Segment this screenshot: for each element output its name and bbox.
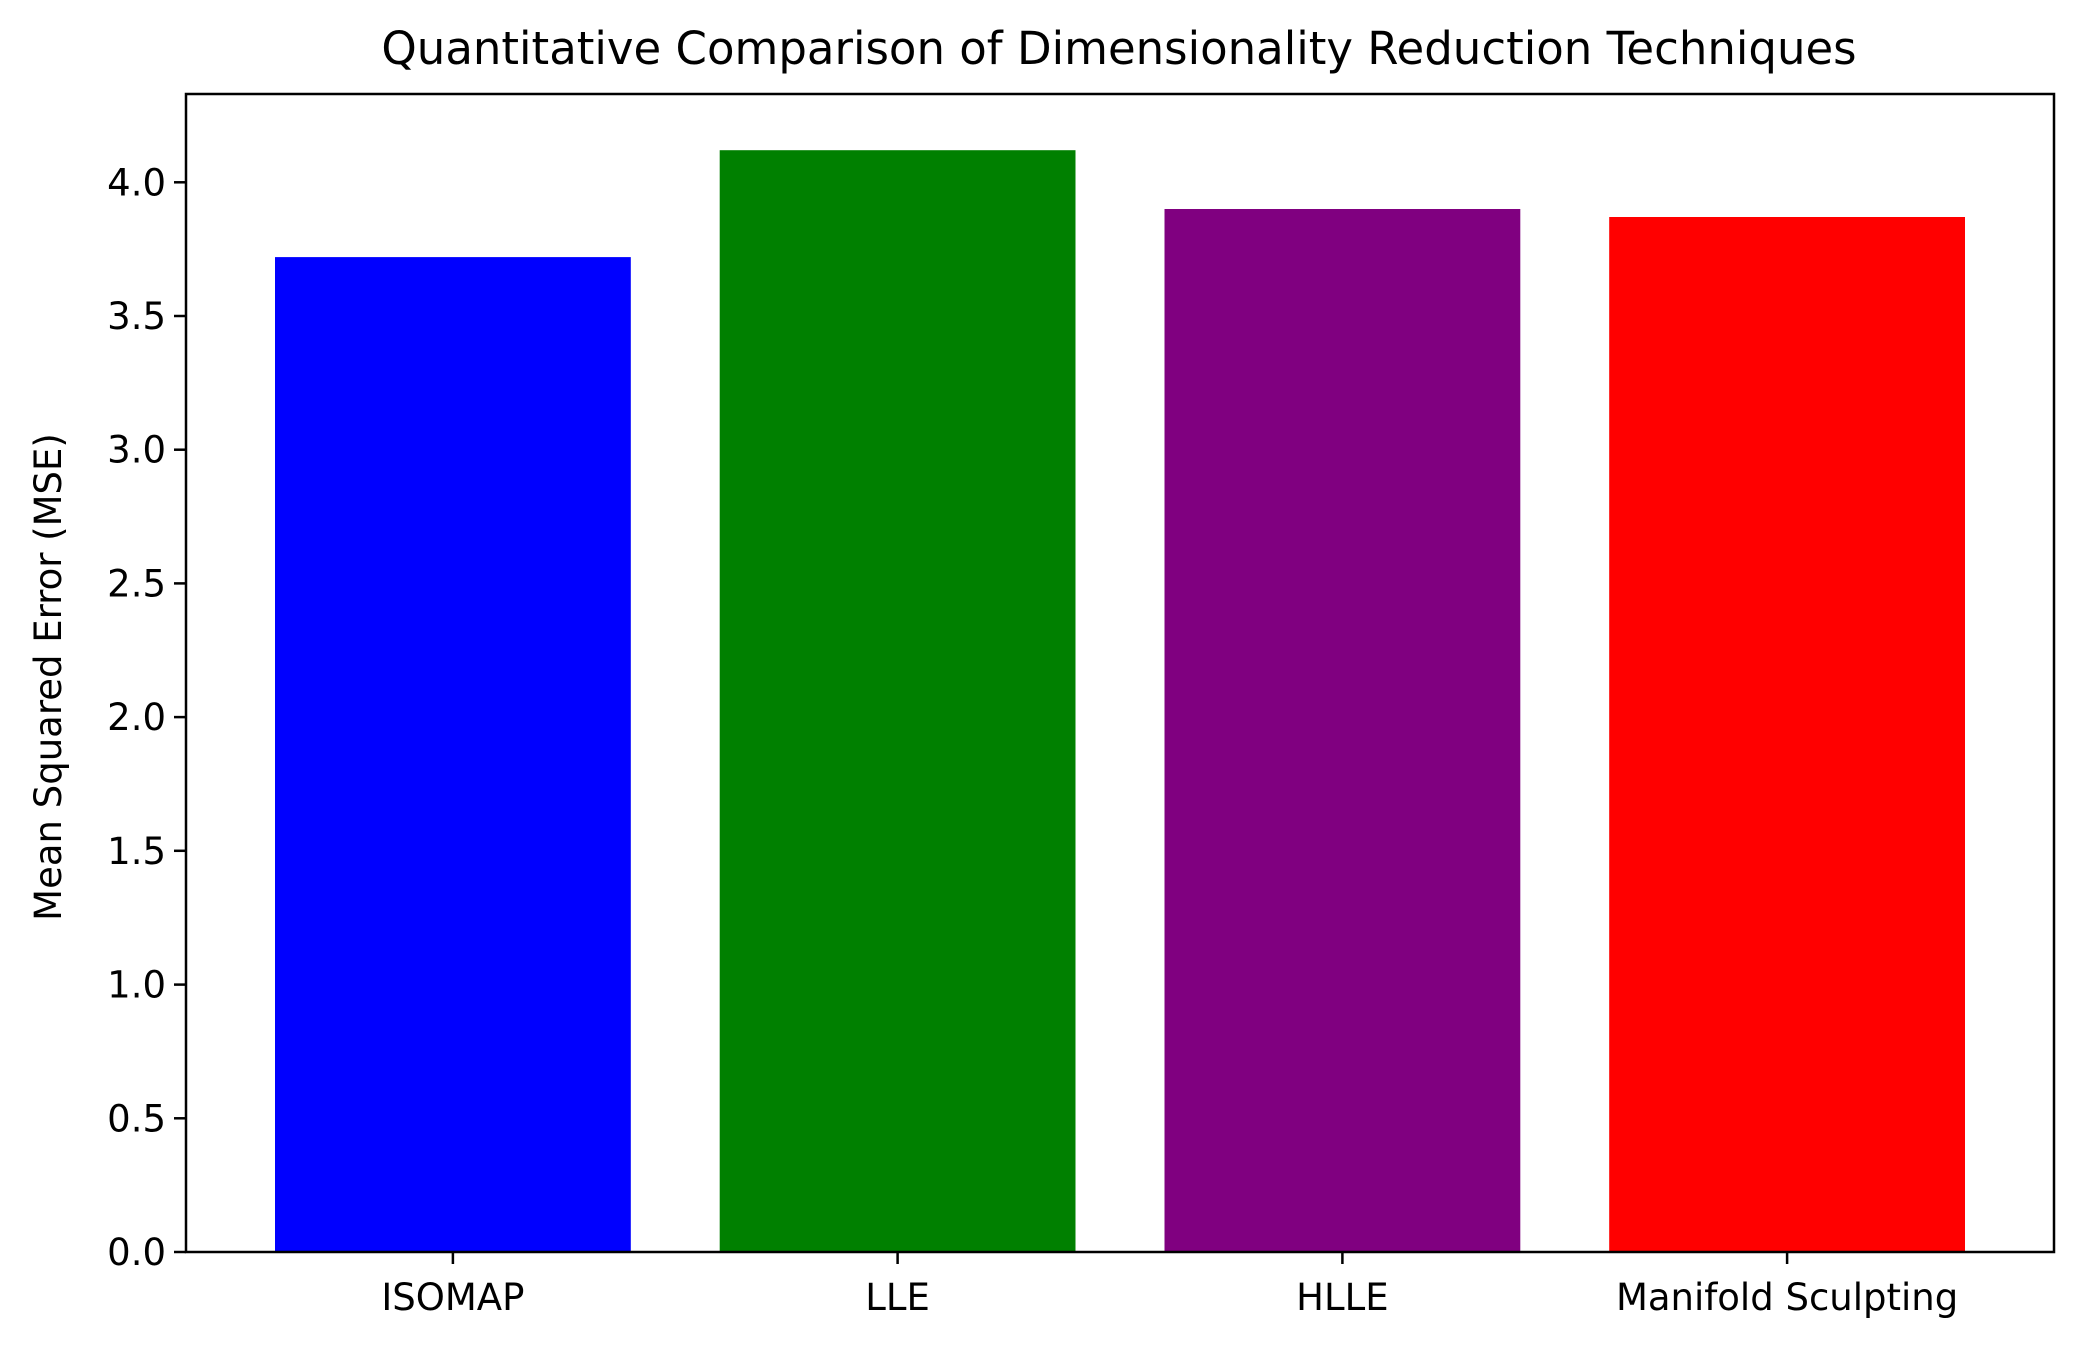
y-tick-label: 2.5	[107, 562, 166, 605]
y-tick-label: 1.5	[107, 830, 166, 873]
bars-group	[275, 150, 1965, 1253]
bar-lle	[719, 150, 1076, 1253]
y-tick-label: 2.0	[107, 696, 166, 739]
y-tick-label: 0.5	[107, 1097, 166, 1140]
x-tick-label: HLLE	[1296, 1276, 1388, 1319]
x-tick-label: ISOMAP	[381, 1276, 524, 1319]
y-ticks-group: 0.0 0.5 1.0 1.5 2.0 2.5 3.0 3.5 4.0	[107, 161, 186, 1274]
chart-title: Quantitative Comparison of Dimensionalit…	[381, 22, 1856, 75]
y-tick-label: 0.0	[107, 1231, 166, 1274]
y-tick-label: 1.0	[107, 964, 166, 1007]
y-tick-label: 3.0	[107, 429, 166, 472]
bar-manifold-sculpting	[1609, 217, 1965, 1252]
bar-isomap	[275, 257, 631, 1253]
y-tick-label: 3.5	[107, 295, 166, 338]
y-axis-label: Mean Squared Error (MSE)	[27, 433, 70, 921]
y-tick-label: 4.0	[107, 161, 166, 204]
x-tick-label: Manifold Sculpting	[1616, 1276, 1958, 1319]
x-ticks-group: ISOMAP LLE HLLE Manifold Sculpting	[381, 1252, 1958, 1319]
x-tick-label: LLE	[865, 1276, 930, 1319]
bar-hlle	[1164, 209, 1521, 1252]
plot-frame	[184, 92, 2056, 1254]
